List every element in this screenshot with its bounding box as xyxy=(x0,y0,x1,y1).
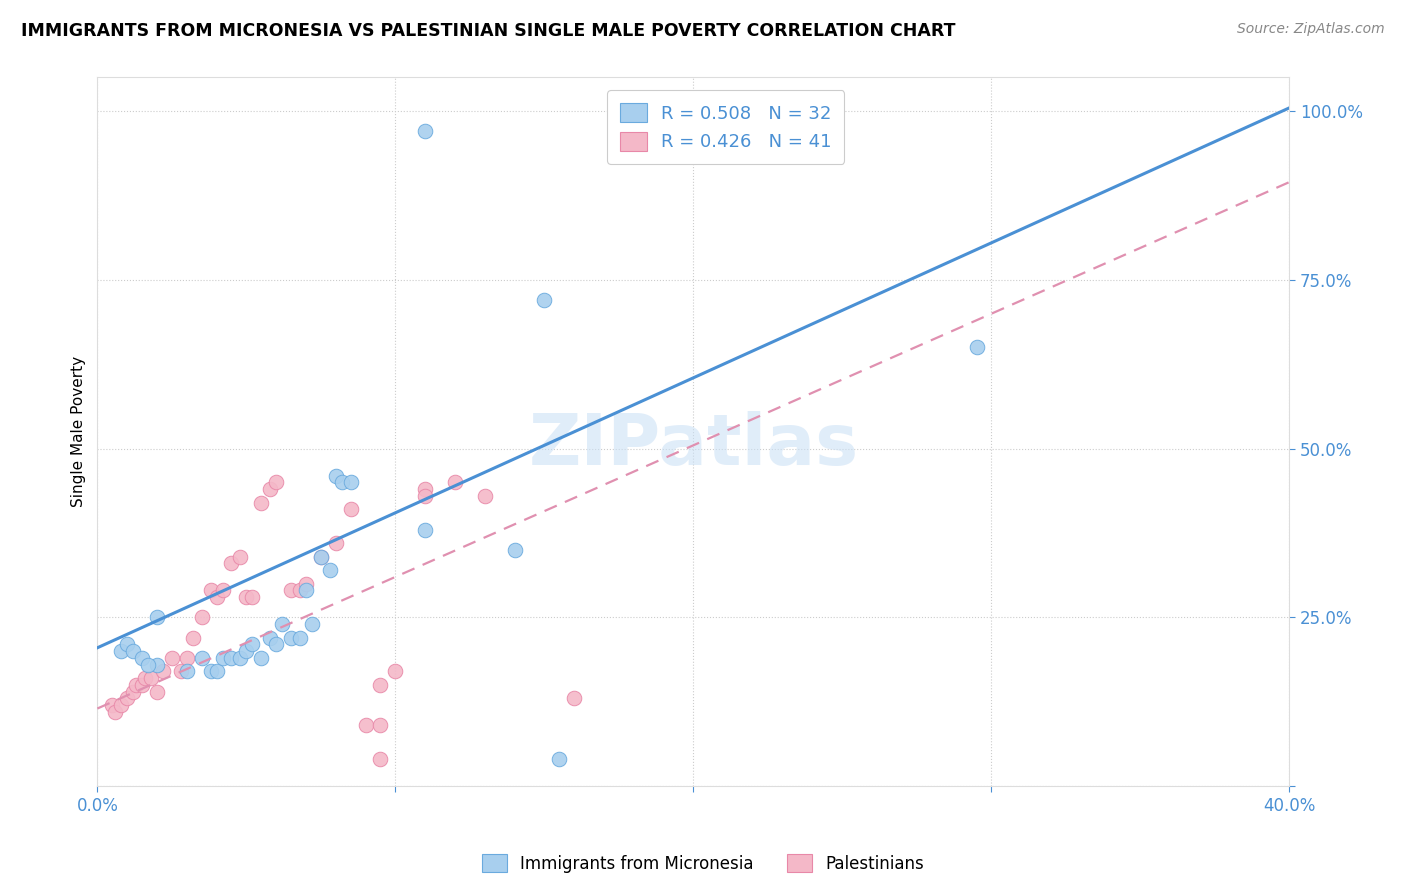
Point xyxy=(264,637,287,651)
Point xyxy=(548,752,571,766)
Point xyxy=(176,651,198,665)
Point xyxy=(413,523,436,537)
Point xyxy=(370,752,392,766)
Point xyxy=(288,631,311,645)
Point xyxy=(139,671,162,685)
Point xyxy=(271,617,294,632)
Point xyxy=(444,475,467,490)
Point xyxy=(101,698,124,713)
Point xyxy=(110,698,132,713)
Text: ZIPatlas: ZIPatlas xyxy=(529,411,859,481)
Point xyxy=(295,576,318,591)
Point xyxy=(295,583,318,598)
Point xyxy=(211,651,233,665)
Point xyxy=(288,583,311,598)
Y-axis label: Single Male Poverty: Single Male Poverty xyxy=(72,356,86,508)
Point xyxy=(413,489,436,503)
Point xyxy=(325,468,347,483)
Point xyxy=(235,644,257,658)
Point xyxy=(221,651,243,665)
Point xyxy=(370,678,392,692)
Point xyxy=(384,665,406,679)
Point xyxy=(503,542,526,557)
Point xyxy=(301,617,323,632)
Point xyxy=(122,644,145,658)
Point xyxy=(152,665,174,679)
Point xyxy=(122,684,145,698)
Point xyxy=(229,651,252,665)
Point xyxy=(211,583,233,598)
Point xyxy=(339,502,361,516)
Point xyxy=(370,718,392,732)
Point xyxy=(533,293,555,308)
Point xyxy=(115,691,138,706)
Text: Source: ZipAtlas.com: Source: ZipAtlas.com xyxy=(1237,22,1385,37)
Point xyxy=(339,475,361,490)
Legend: R = 0.508   N = 32, R = 0.426   N = 41: R = 0.508 N = 32, R = 0.426 N = 41 xyxy=(607,90,845,164)
Point xyxy=(146,684,169,698)
Point xyxy=(125,678,148,692)
Point xyxy=(235,590,257,604)
Point xyxy=(200,583,222,598)
Point xyxy=(229,549,252,564)
Point xyxy=(146,657,169,672)
Point xyxy=(413,124,436,138)
Point xyxy=(221,557,243,571)
Point xyxy=(115,637,138,651)
Point xyxy=(240,637,263,651)
Point xyxy=(413,482,436,496)
Legend: Immigrants from Micronesia, Palestinians: Immigrants from Micronesia, Palestinians xyxy=(475,847,931,880)
Point xyxy=(131,678,153,692)
Point xyxy=(205,590,228,604)
Point xyxy=(110,644,132,658)
Point xyxy=(136,657,159,672)
Point xyxy=(104,705,127,719)
Point xyxy=(181,631,204,645)
Point xyxy=(259,482,281,496)
Point xyxy=(190,651,212,665)
Point xyxy=(259,631,281,645)
Point xyxy=(146,610,169,624)
Point xyxy=(264,475,287,490)
Text: IMMIGRANTS FROM MICRONESIA VS PALESTINIAN SINGLE MALE POVERTY CORRELATION CHART: IMMIGRANTS FROM MICRONESIA VS PALESTINIA… xyxy=(21,22,956,40)
Point xyxy=(354,718,377,732)
Point xyxy=(562,691,585,706)
Point xyxy=(309,549,332,564)
Point xyxy=(134,671,156,685)
Point xyxy=(966,340,988,354)
Point xyxy=(190,610,212,624)
Point xyxy=(240,590,263,604)
Point xyxy=(160,651,183,665)
Point xyxy=(200,665,222,679)
Point xyxy=(325,536,347,550)
Point xyxy=(280,583,302,598)
Point xyxy=(131,651,153,665)
Point xyxy=(250,651,273,665)
Point xyxy=(309,549,332,564)
Point xyxy=(205,665,228,679)
Point xyxy=(474,489,496,503)
Point xyxy=(330,475,353,490)
Point xyxy=(176,665,198,679)
Point xyxy=(170,665,193,679)
Point xyxy=(319,563,342,577)
Point xyxy=(250,496,273,510)
Point xyxy=(280,631,302,645)
